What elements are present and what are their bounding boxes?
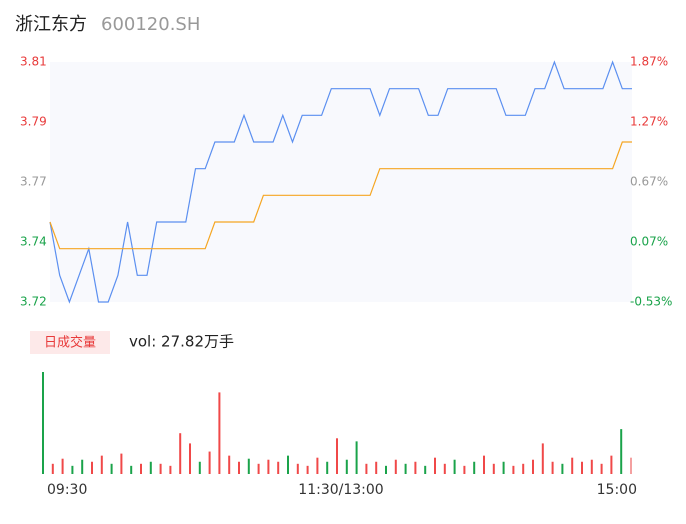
volume-bar [394, 459, 397, 474]
volume-bar [512, 465, 515, 474]
stock-code: 600120.SH [101, 14, 200, 35]
volume-bar [492, 463, 495, 474]
line-average [49, 141, 632, 250]
volume-bar [238, 461, 240, 474]
volume-bar [140, 463, 142, 474]
volume-bar [189, 443, 191, 474]
volume-bar [414, 461, 417, 474]
volume-bar [453, 459, 456, 474]
volume-bar [120, 453, 123, 474]
volume-bar [541, 443, 544, 474]
y-tick-label: 3.74 [20, 235, 47, 249]
volume-bar [257, 463, 260, 474]
volume-bar [198, 461, 201, 474]
volume-bar [61, 458, 64, 474]
volume-bar [100, 455, 103, 474]
x-tick-label: 11:30/13:00 [298, 482, 383, 498]
plot-area [50, 62, 632, 302]
volume-bar [522, 463, 525, 474]
stock-name: 浙江东方 [15, 14, 87, 35]
volume-bar [561, 463, 564, 474]
volume-bar [355, 441, 358, 474]
y2-tick-label: 0.67% [630, 175, 668, 189]
volume-bar [110, 463, 113, 474]
volume-bar [169, 465, 172, 474]
volume-bar [610, 455, 613, 474]
line-price [49, 60, 632, 304]
volume-bar [590, 459, 593, 474]
y2-tick-label: 1.27% [630, 115, 668, 129]
y2-tick-label: 1.87% [630, 55, 668, 69]
volume-tab-label[interactable]: 日成交量 [44, 335, 96, 351]
volume-bar [434, 457, 436, 474]
volume-bar [42, 372, 44, 474]
volume-bar [306, 465, 309, 474]
volume-bar [91, 461, 93, 474]
volume-bar [247, 458, 250, 474]
volume-bar [424, 465, 427, 474]
volume-bar [287, 455, 289, 474]
volume-label: vol: 27.82万手 [129, 333, 234, 351]
x-tick-label: 15:00 [597, 482, 637, 498]
volume-bar [336, 438, 338, 474]
y2-tick-label: 0.07% [630, 235, 668, 249]
volume-bar [443, 463, 446, 474]
volume-bar [571, 457, 574, 474]
volume-bar [296, 463, 299, 474]
volume-bar [463, 465, 466, 474]
x-tick-label: 09:30 [47, 482, 87, 498]
volume-bar [149, 461, 152, 474]
volume-bar [159, 463, 162, 474]
volume-bar [81, 459, 84, 474]
volume-tab[interactable] [30, 331, 110, 354]
volume-bar [71, 465, 74, 474]
volume-bar [277, 461, 280, 474]
volume-bar [600, 463, 603, 474]
volume-bar [208, 451, 211, 474]
volume-bar [620, 429, 623, 474]
volume-bar [365, 463, 368, 474]
volume-bar [345, 459, 348, 474]
volume-bar [375, 461, 378, 474]
volume-bar [316, 457, 319, 474]
volume-bar [51, 463, 54, 474]
volume-bar [551, 461, 554, 474]
volume-bar [473, 461, 476, 474]
volume-bar [130, 465, 133, 474]
volume-bar [502, 461, 505, 474]
volume-bar [483, 455, 485, 474]
volume-bar [179, 433, 182, 474]
y-tick-label: 3.72 [20, 295, 47, 309]
volume-bar [404, 463, 407, 474]
volume-bar [326, 461, 329, 474]
y-tick-label: 3.77 [20, 175, 47, 189]
y-tick-label: 3.79 [20, 115, 47, 129]
volume-bar [581, 461, 583, 474]
volume-bar [630, 457, 632, 474]
volume-bar [228, 455, 231, 474]
volume-bar [267, 459, 270, 474]
y2-tick-label: -0.53% [630, 295, 672, 309]
volume-bar [385, 465, 387, 474]
volume-bar [532, 459, 534, 474]
volume-bar [218, 392, 221, 474]
y-tick-label: 3.81 [20, 55, 47, 69]
